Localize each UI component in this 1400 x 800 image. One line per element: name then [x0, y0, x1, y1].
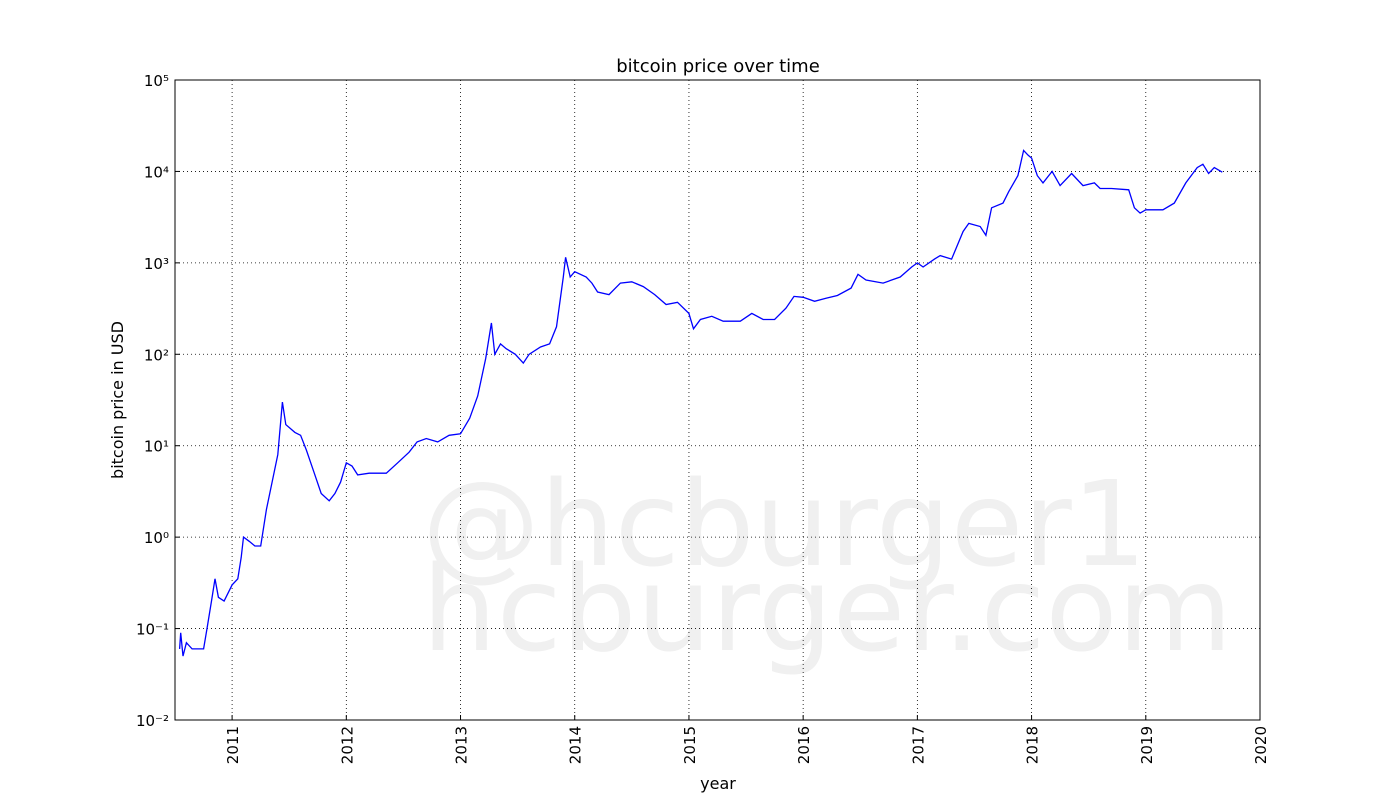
- y-axis-label: bitcoin price in USD: [108, 321, 127, 479]
- x-tick-label: 2017: [909, 726, 927, 764]
- y-tick-label: 10⁴: [144, 163, 169, 181]
- watermark: hcburger.com: [422, 540, 1233, 678]
- x-axis-label: year: [700, 774, 736, 793]
- y-tick-label: 10⁰: [144, 529, 169, 547]
- y-tick-label: 10⁻²: [136, 712, 169, 730]
- y-tick-label: 10¹: [144, 438, 169, 456]
- watermark: @hcburger1: [422, 455, 1147, 593]
- x-tick-label: 2019: [1138, 726, 1156, 764]
- x-tick-label: 2015: [681, 726, 699, 764]
- x-tick-label: 2013: [453, 726, 471, 764]
- y-tick-label: 10⁻¹: [136, 621, 169, 639]
- x-tick-label: 2011: [224, 726, 242, 764]
- x-tick-label: 2016: [795, 726, 813, 764]
- y-tick-label: 10⁵: [144, 72, 169, 90]
- chart-title: bitcoin price over time: [616, 56, 820, 77]
- y-tick-label: 10²: [144, 346, 169, 364]
- price-line: [178, 149, 1223, 657]
- x-tick-label: 2014: [567, 726, 585, 764]
- y-tick-label: 10³: [144, 255, 169, 273]
- x-tick-label: 2018: [1024, 726, 1042, 764]
- plot-frame: [174, 79, 1261, 721]
- x-tick-label: 2012: [338, 726, 356, 764]
- x-tick-label: 2020: [1252, 726, 1270, 764]
